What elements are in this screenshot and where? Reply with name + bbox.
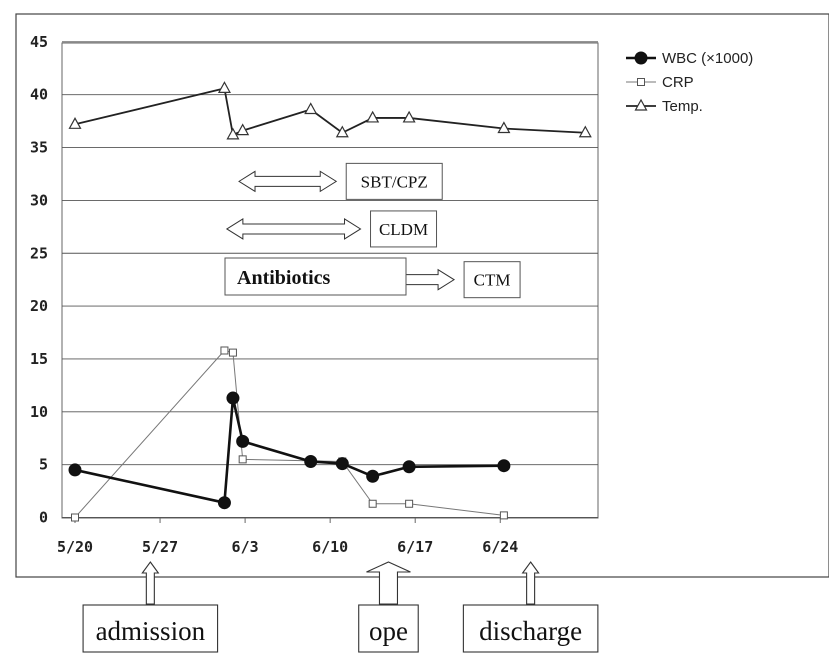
data-point [226,391,240,405]
data-point [68,117,82,129]
data-point [497,459,511,473]
x-axis-ticks: 5/20 5/27 6/3 6/10 6/17 6/24 [57,518,518,556]
antibiotics-label: Antibiotics [237,267,331,289]
data-point [226,127,240,140]
regimen-sbt-cpz: SBT/CPZ [238,162,443,200]
data-point [236,123,250,136]
regimen-label: CLDM [379,220,428,239]
x-tick-label: 5/27 [142,538,178,556]
series-open-square [71,346,508,522]
double-arrow [238,170,338,193]
event-label: admission [96,616,206,646]
event-box [358,604,419,653]
antibiotics-label-box [224,257,407,296]
regimen-box [345,162,443,200]
event-box [82,604,219,653]
y-tick-label: 0 [39,509,48,527]
event-discharge: discharge [462,561,599,653]
data-point [335,125,349,138]
data-point [402,110,416,123]
x-tick-label: 6/3 [232,538,259,556]
y-tick-label: 10 [30,403,48,421]
data-point [499,511,508,520]
event-box [462,604,599,653]
data-point [637,78,645,86]
regimen-label: SBT/CPZ [361,172,428,191]
series-filled-circle [68,391,511,510]
x-tick-label: 6/10 [312,538,348,556]
event-admission: admission [82,561,219,653]
data-point [71,513,79,522]
data-point [497,121,511,134]
double-arrow [225,218,362,240]
legend-entry: WBC (×1000) [662,50,753,67]
event-label: discharge [479,616,582,646]
event-label: ope [369,616,408,646]
data-point [304,454,318,468]
data-point [304,102,318,115]
legend-entry: Temp. [662,98,703,115]
series-open-triangle [68,81,592,140]
data-point [578,125,592,138]
clinical-events: admission ope discharge [82,561,599,653]
data-point [634,51,648,65]
y-tick-label: 35 [30,139,48,157]
data-point [634,98,648,111]
data-point [217,81,231,93]
series-line [74,87,586,136]
data-point [220,346,229,355]
regimen-label: CTM [474,271,511,290]
y-tick-label: 20 [30,297,48,315]
data-point [366,469,380,483]
y-tick-label: 45 [30,33,48,51]
data-point [402,460,416,474]
up-arrow [141,561,160,605]
data-point [335,457,349,471]
data-series [68,81,592,522]
y-axis-ticks: 0 5 10 15 20 25 30 35 40 45 [30,33,48,527]
y-tick-label: 40 [30,86,48,104]
legend: WBC (×1000) CRP Temp. [626,50,753,115]
x-tick-label: 6/17 [397,538,433,556]
regimen-cldm: CLDM [225,210,438,248]
x-tick-label: 6/24 [482,538,518,556]
up-arrow [521,561,540,605]
up-arrow [366,561,411,605]
legend-entry: CRP [662,74,694,91]
data-point [368,499,377,508]
data-point [68,463,82,477]
y-tick-label: 30 [30,191,48,209]
chart-frame [15,13,829,578]
regimen-box [370,210,438,248]
data-point [366,110,380,123]
data-point [238,455,247,464]
event-ope: ope [358,561,419,653]
data-point [228,348,237,357]
data-point [236,434,250,448]
antibiotics-box: Antibiotics [224,257,407,296]
x-tick-label: 5/20 [57,538,93,556]
data-point [405,499,414,508]
y-tick-label: 25 [30,244,48,262]
data-point [217,496,231,510]
y-tick-label: 5 [39,456,48,474]
regimen-box [463,261,521,299]
y-tick-label: 15 [30,350,48,368]
grid-lines [62,41,598,518]
